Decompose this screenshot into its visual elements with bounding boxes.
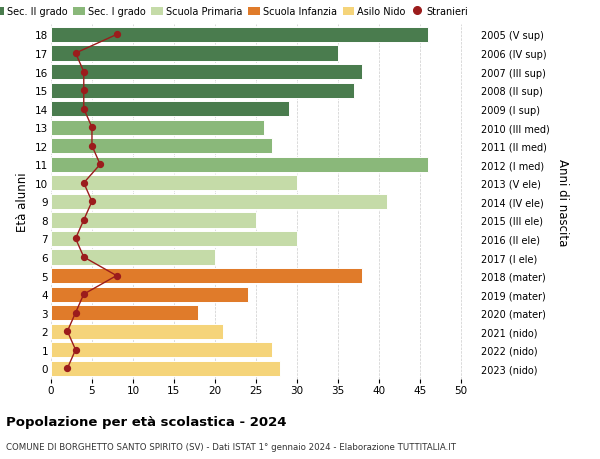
- Bar: [51, 213, 256, 228]
- Bar: [51, 157, 428, 173]
- Bar: [51, 28, 428, 43]
- Bar: [51, 139, 272, 154]
- Point: [79, 180, 89, 187]
- Point: [71, 50, 80, 57]
- Point: [71, 309, 80, 317]
- Point: [62, 328, 72, 335]
- Point: [71, 235, 80, 243]
- Bar: [51, 102, 289, 117]
- Y-axis label: Età alunni: Età alunni: [16, 172, 29, 232]
- Text: COMUNE DI BORGHETTO SANTO SPIRITO (SV) - Dati ISTAT 1° gennaio 2024 - Elaborazio: COMUNE DI BORGHETTO SANTO SPIRITO (SV) -…: [6, 442, 456, 451]
- Point: [87, 124, 97, 132]
- Bar: [51, 46, 338, 62]
- Bar: [51, 65, 362, 80]
- Point: [79, 87, 89, 95]
- Text: Popolazione per età scolastica - 2024: Popolazione per età scolastica - 2024: [6, 415, 287, 428]
- Point: [71, 347, 80, 354]
- Bar: [51, 231, 297, 246]
- Point: [112, 32, 121, 39]
- Point: [79, 69, 89, 76]
- Bar: [51, 84, 354, 99]
- Point: [87, 143, 97, 150]
- Bar: [51, 269, 362, 284]
- Bar: [51, 305, 199, 320]
- Point: [62, 365, 72, 372]
- Point: [79, 291, 89, 298]
- Point: [112, 272, 121, 280]
- Point: [79, 254, 89, 261]
- Point: [79, 106, 89, 113]
- Bar: [51, 287, 248, 302]
- Bar: [51, 324, 223, 339]
- Bar: [51, 194, 387, 210]
- Bar: [51, 342, 272, 358]
- Legend: Sec. II grado, Sec. I grado, Scuola Primaria, Scuola Infanzia, Asilo Nido, Stran: Sec. II grado, Sec. I grado, Scuola Prim…: [0, 7, 467, 17]
- Bar: [51, 250, 215, 265]
- Point: [79, 217, 89, 224]
- Point: [95, 161, 105, 168]
- Bar: [51, 120, 264, 135]
- Bar: [51, 176, 297, 191]
- Point: [87, 198, 97, 206]
- Y-axis label: Anni di nascita: Anni di nascita: [556, 158, 569, 246]
- Bar: [51, 361, 280, 376]
